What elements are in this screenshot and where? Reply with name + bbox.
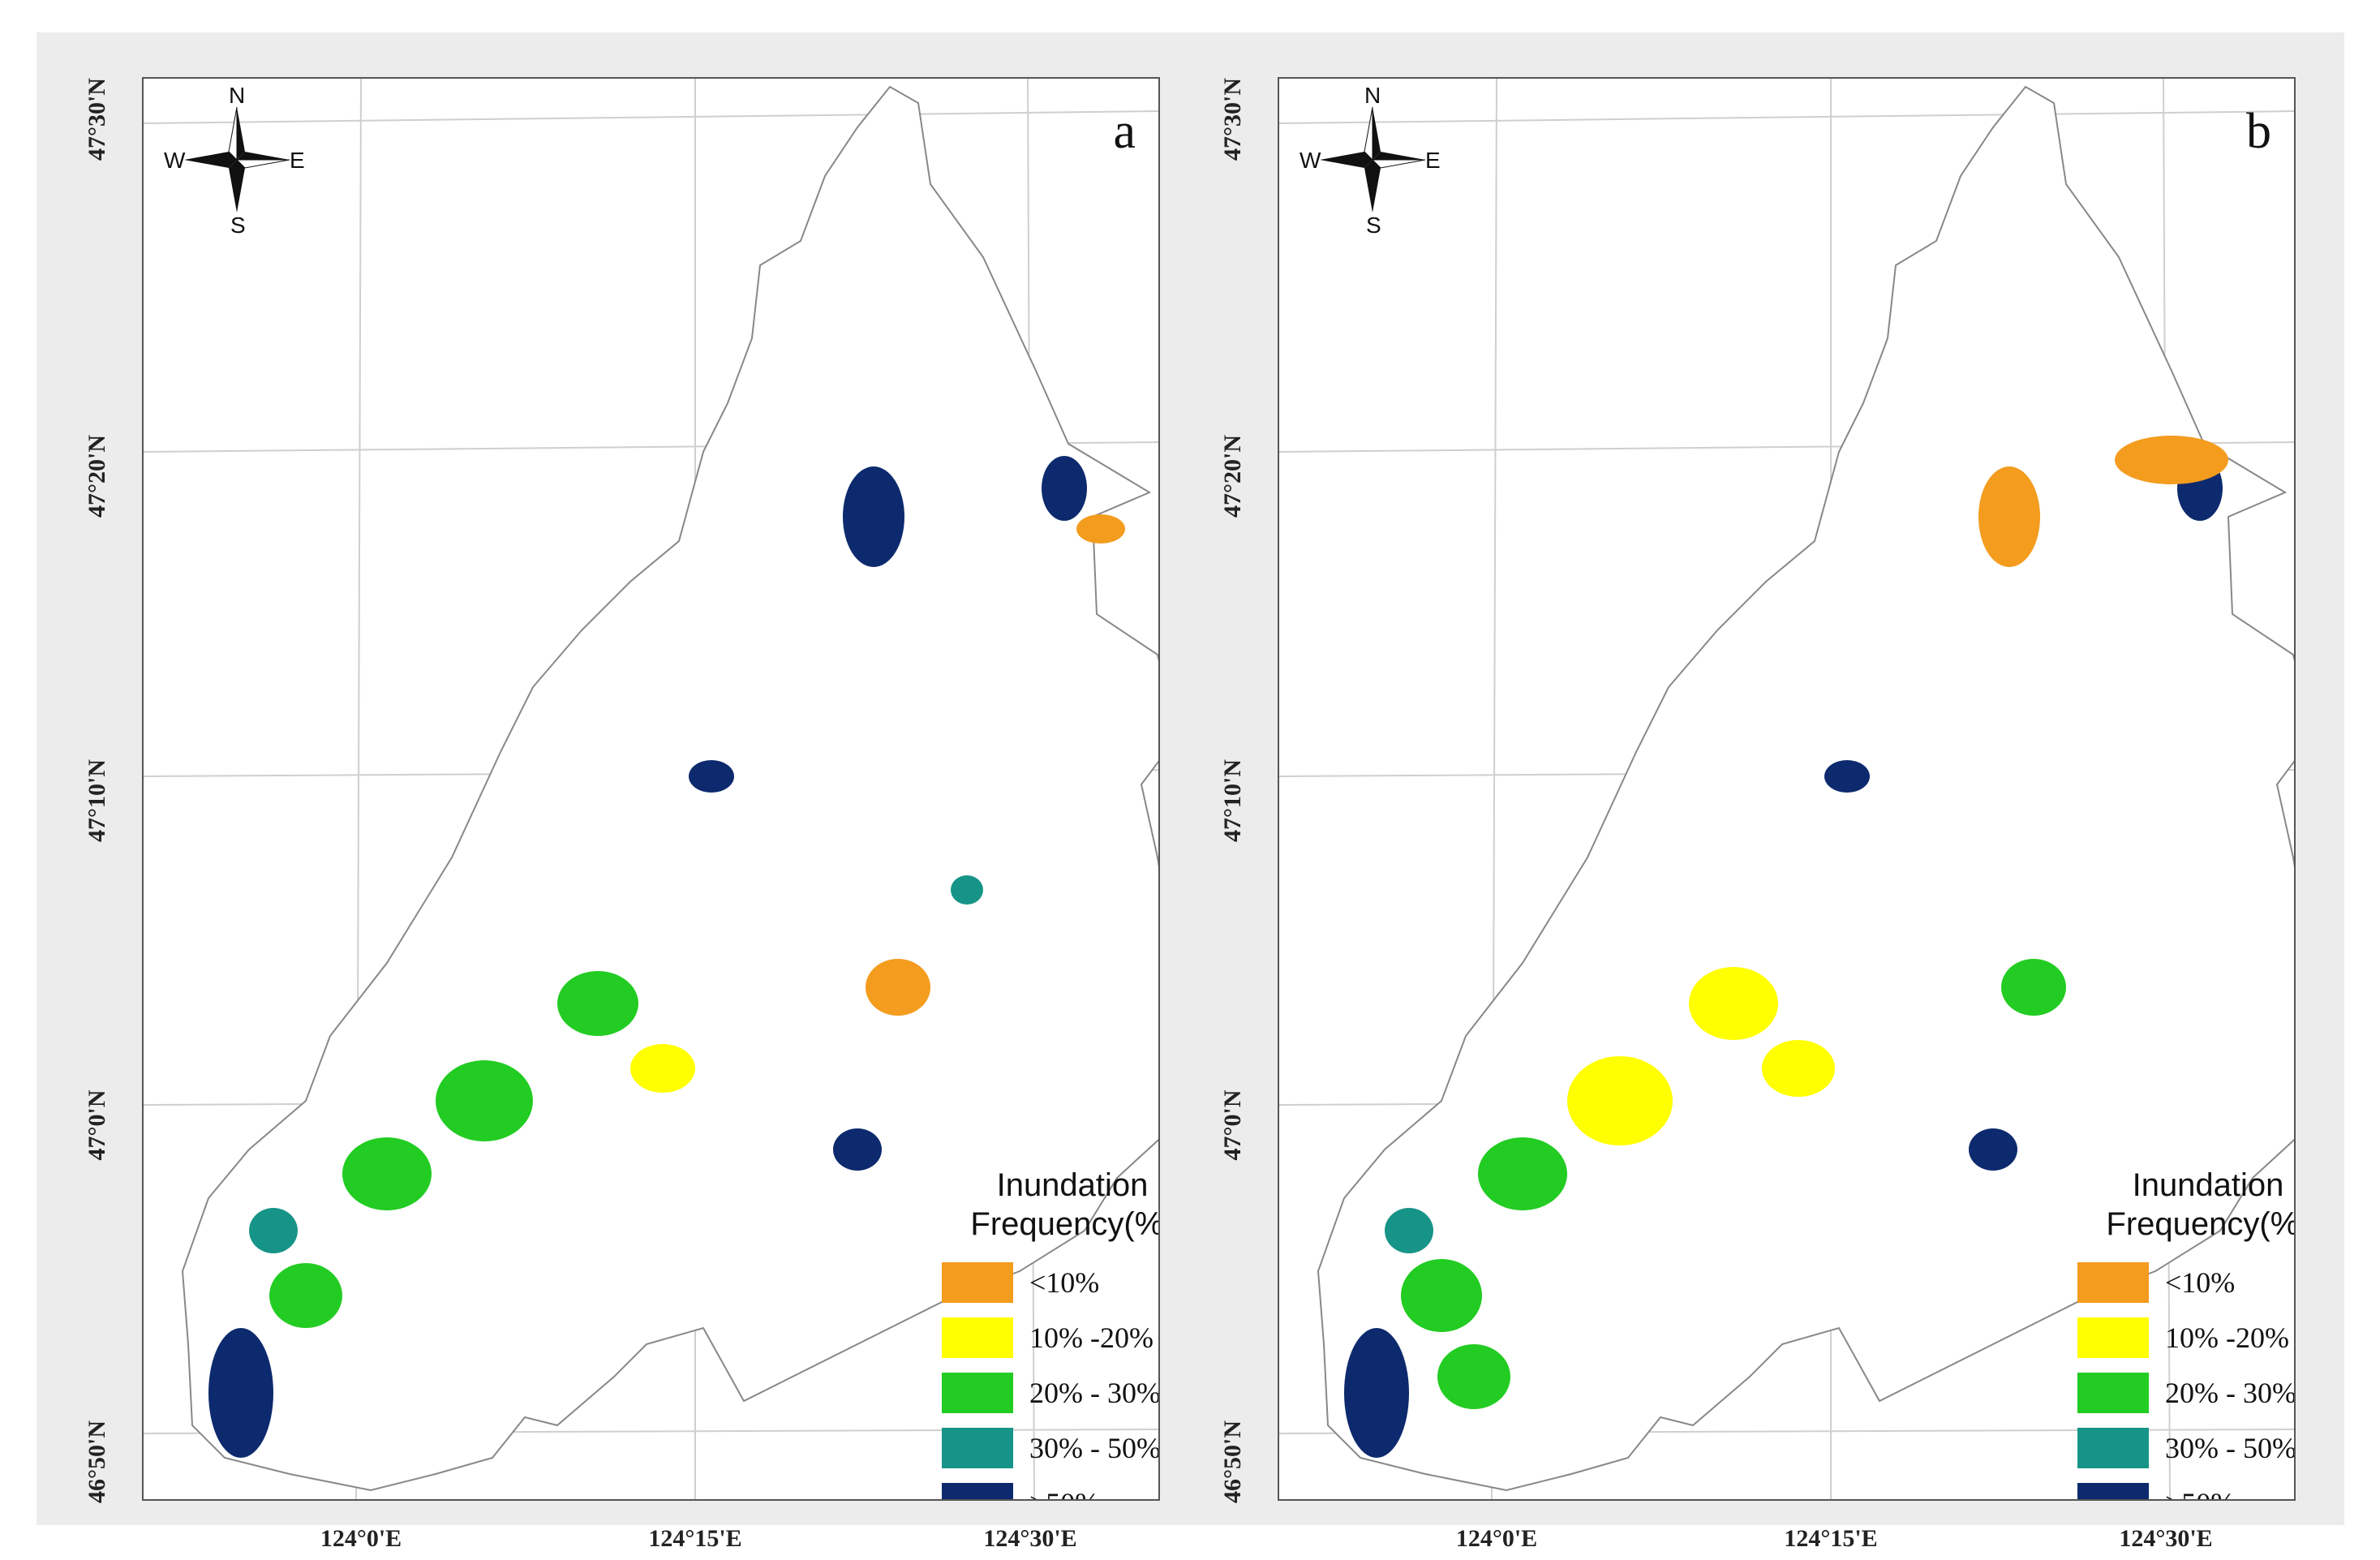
legend-items: <10% 10% -20% 20% - 30% 30% - 50% bbox=[2074, 1255, 2296, 1499]
panel-letter: a bbox=[1113, 104, 1136, 159]
legend-swatch bbox=[2077, 1317, 2149, 1358]
study-area-boundary bbox=[181, 85, 1158, 1492]
lon-label: 124°30'E bbox=[983, 1525, 1077, 1552]
inundation-map bbox=[1279, 79, 2294, 1499]
legend-swatch bbox=[2077, 1428, 2149, 1468]
legend-label: 30% - 50% bbox=[1029, 1432, 1160, 1464]
legend-title-line1: Inundation bbox=[2132, 1167, 2284, 1203]
legend-title: Inundation Frequency(%) bbox=[939, 1166, 1160, 1244]
legend-label: <10% bbox=[2165, 1266, 2236, 1299]
legend-swatch bbox=[942, 1373, 1013, 1413]
lon-label: 124°0'E bbox=[1455, 1525, 1538, 1552]
legend-label: 20% - 30% bbox=[1029, 1377, 1160, 1409]
legend-item: <10% bbox=[939, 1255, 1158, 1310]
figure: 47°30'N 47°20'N 47°10'N 47°0'N 46°50'N bbox=[37, 32, 2344, 1552]
map-frame: a N S E W Inundation Frequency(% bbox=[142, 77, 1160, 1501]
legend-label: >50% bbox=[2165, 1486, 2235, 1499]
lat-label: 47°10'N bbox=[1219, 759, 1246, 842]
legend-title: Inundation Frequency(%) bbox=[2074, 1166, 2296, 1244]
legend-item: 30% - 50% bbox=[939, 1420, 1160, 1476]
legend-swatch bbox=[942, 1317, 1013, 1358]
inundation-patches bbox=[208, 456, 1125, 1458]
lat-label: 47°20'N bbox=[84, 435, 110, 518]
panel-a: 47°30'N 47°20'N 47°10'N 47°0'N 46°50'N bbox=[84, 77, 1160, 1552]
legend-label: 30% - 50% bbox=[2165, 1432, 2296, 1464]
compass-rose: N S E W bbox=[164, 83, 306, 238]
legend-item: 30% - 50% bbox=[2074, 1420, 2296, 1476]
compass-south: S bbox=[230, 213, 246, 238]
legend: Inundation Frequency(%) <10% 10% -20% 20… bbox=[2074, 1166, 2296, 1499]
compass-north: N bbox=[229, 83, 246, 108]
legend-item: 10% -20% bbox=[2074, 1310, 2294, 1365]
compass-icon bbox=[1320, 106, 1426, 213]
legend-swatch bbox=[2077, 1373, 2149, 1413]
legend-item: >50% bbox=[2074, 1476, 2294, 1499]
lat-label: 47°10'N bbox=[84, 759, 110, 842]
legend-title-line1: Inundation bbox=[996, 1167, 1149, 1203]
lat-label: 47°0'N bbox=[84, 1089, 110, 1161]
compass-west: W bbox=[164, 148, 186, 173]
compass-north: N bbox=[1364, 83, 1381, 108]
legend-label: >50% bbox=[1029, 1486, 1099, 1499]
legend-swatch bbox=[942, 1483, 1013, 1499]
legend-label: 10% -20% bbox=[2165, 1321, 2289, 1354]
legend-item: <10% bbox=[2074, 1255, 2294, 1310]
legend-item: 10% -20% bbox=[939, 1310, 1158, 1365]
lat-label: 47°20'N bbox=[1219, 435, 1246, 518]
inundation-patches bbox=[1344, 436, 2228, 1458]
lat-label: 47°30'N bbox=[1219, 78, 1246, 161]
compass-icon bbox=[184, 106, 290, 213]
legend-swatch bbox=[942, 1428, 1013, 1468]
compass-east: E bbox=[1425, 148, 1441, 173]
lat-label: 46°50'N bbox=[84, 1420, 110, 1503]
legend-items: <10% 10% -20% 20% - 30% 30% - 50% bbox=[939, 1255, 1160, 1499]
legend-item: 20% - 30% bbox=[2074, 1365, 2296, 1420]
compass-west: W bbox=[1300, 148, 1321, 173]
legend-label: <10% bbox=[1029, 1266, 1100, 1299]
lon-label: 124°15'E bbox=[1784, 1525, 1878, 1552]
lon-label: 124°15'E bbox=[648, 1525, 742, 1552]
compass-rose: N S E W bbox=[1300, 83, 1441, 238]
panel-letter: b bbox=[2246, 104, 2271, 159]
legend-title-line2: Frequency(%) bbox=[2106, 1206, 2296, 1242]
legend-label: 10% -20% bbox=[1029, 1321, 1153, 1354]
lat-label: 46°50'N bbox=[1219, 1420, 1246, 1503]
inundation-map bbox=[144, 79, 1158, 1499]
lon-label: 124°0'E bbox=[320, 1525, 402, 1552]
lon-label: 124°30'E bbox=[2119, 1525, 2213, 1552]
legend-item: 20% - 30% bbox=[939, 1365, 1160, 1420]
compass-east: E bbox=[290, 148, 305, 173]
legend-swatch bbox=[2077, 1262, 2149, 1303]
legend-label: 20% - 30% bbox=[2165, 1377, 2296, 1409]
lat-label: 47°30'N bbox=[84, 78, 110, 161]
map-frame: b N S E W Inundation Frequency(% bbox=[1278, 77, 2296, 1501]
compass-south: S bbox=[1366, 213, 1381, 238]
legend-item: >50% bbox=[939, 1476, 1158, 1499]
legend-title-line2: Frequency(%) bbox=[970, 1206, 1160, 1242]
legend-swatch bbox=[2077, 1483, 2149, 1499]
lat-label: 47°0'N bbox=[1219, 1089, 1246, 1161]
legend-swatch bbox=[942, 1262, 1013, 1303]
legend: Inundation Frequency(%) <10% 10% -20% 20… bbox=[939, 1166, 1160, 1499]
panel-b: 47°30'N 47°20'N 47°10'N 47°0'N 46°50'N bbox=[1219, 77, 2296, 1552]
study-area-boundary bbox=[1317, 85, 2294, 1492]
